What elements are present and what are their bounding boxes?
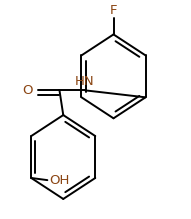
Text: F: F bbox=[110, 4, 117, 17]
Text: HN: HN bbox=[74, 75, 94, 88]
Text: OH: OH bbox=[49, 174, 70, 187]
Text: O: O bbox=[22, 84, 33, 97]
